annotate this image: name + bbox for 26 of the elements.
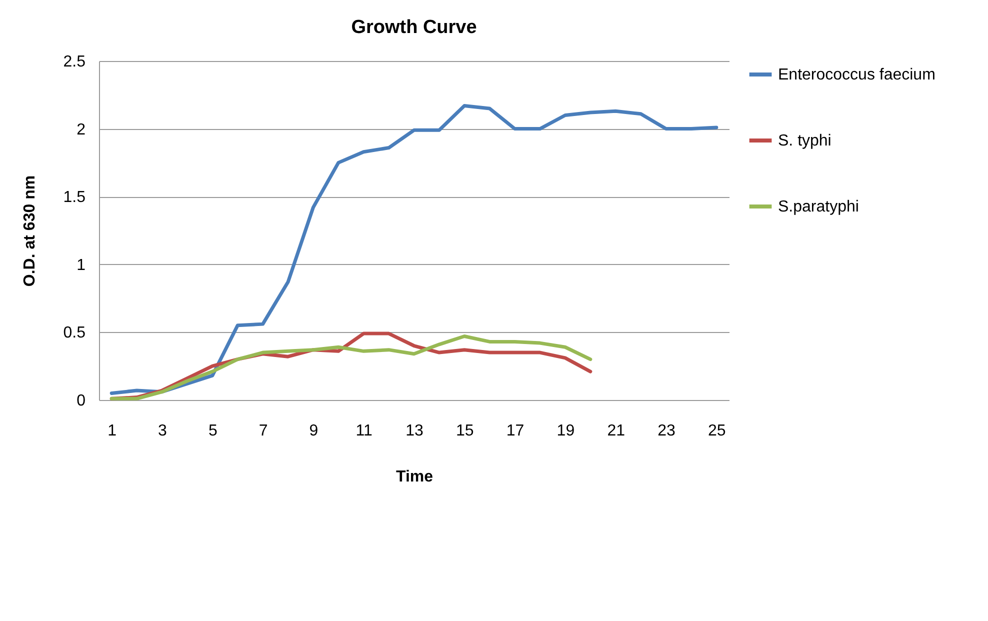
legend-label: Enterococcus faecium: [778, 66, 936, 84]
legend-label: S.paratyphi: [778, 198, 859, 216]
x-tick-label: 21: [607, 422, 626, 440]
x-tick-label: 9: [309, 422, 318, 440]
x-tick-label: 3: [158, 422, 168, 440]
x-tick-label: 11: [356, 422, 373, 440]
y-tick-label: 2.5: [63, 54, 86, 70]
x-tick-label: 15: [456, 422, 474, 440]
x-tick-label: 19: [556, 422, 575, 440]
x-tick-label: 7: [258, 422, 268, 440]
x-tick-label: 23: [658, 422, 676, 440]
x-tick-label: 25: [708, 422, 726, 440]
x-axis-title: Time: [396, 468, 434, 486]
x-tick-label: 5: [208, 422, 218, 440]
legend-label: S. typhi: [778, 132, 832, 150]
chart-title: Growth Curve: [351, 17, 477, 38]
x-tick-label: 17: [506, 422, 524, 440]
y-tick-label: 2: [76, 121, 86, 138]
y-tick-label: 0.5: [63, 324, 86, 342]
y-tick-label: 0: [76, 392, 86, 410]
line-series: [110, 104, 718, 395]
x-tick-label: 1: [108, 422, 117, 440]
y-axis-title: O.D. at 630 nm: [21, 175, 38, 287]
x-tick-label: 13: [406, 422, 424, 440]
y-tick-label: 1: [76, 256, 86, 274]
y-tick-label: 1.5: [63, 189, 86, 206]
